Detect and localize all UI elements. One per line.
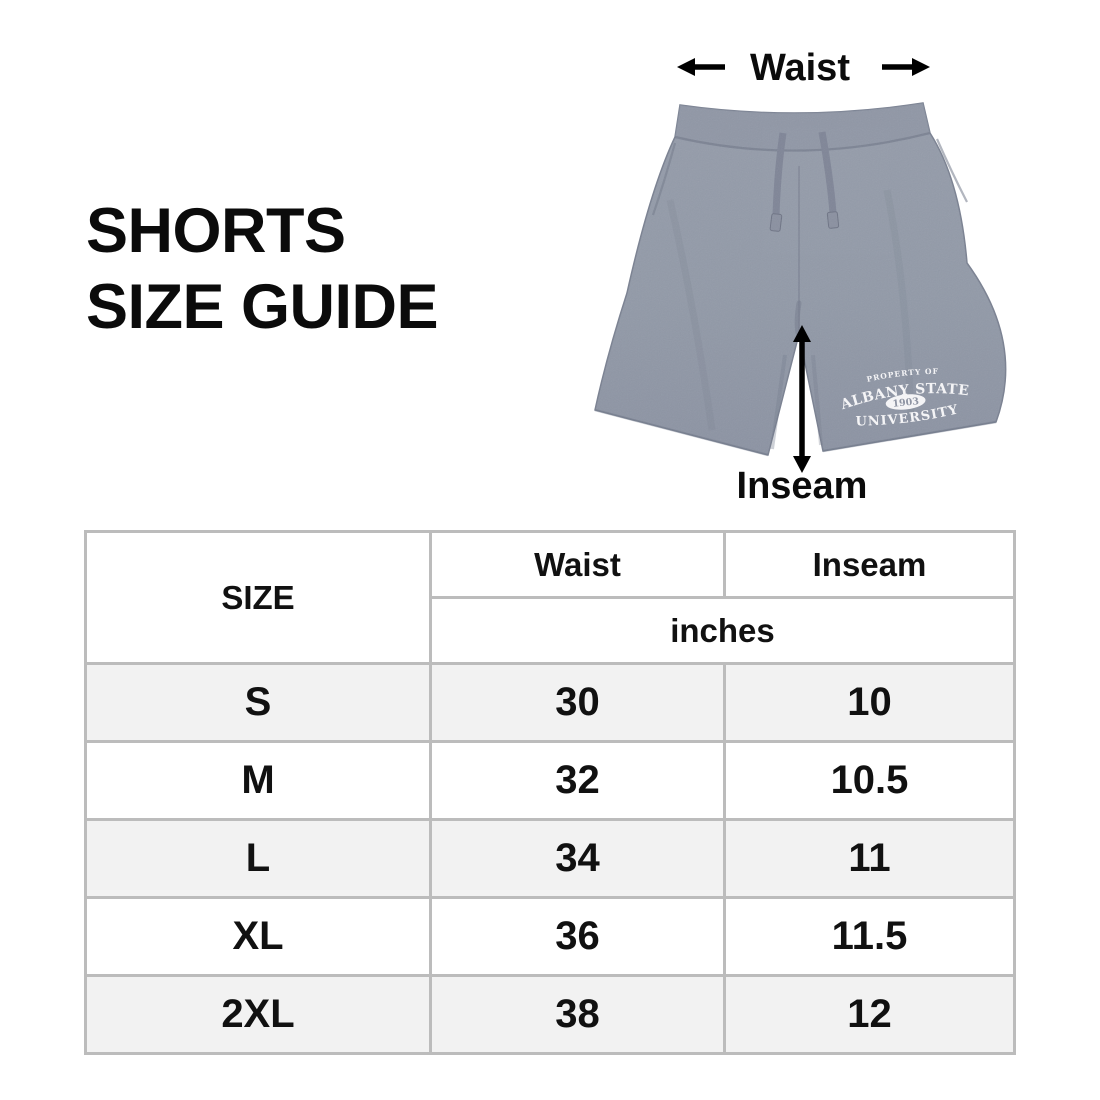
table-row-2xl: 2XL 38 12 <box>84 974 1016 1055</box>
page-title: SHORTS SIZE GUIDE <box>86 193 439 345</box>
waist-value-cell: 36 <box>429 896 726 977</box>
waist-label: Waist <box>750 47 850 89</box>
inseam-column-header: Inseam <box>723 530 1016 599</box>
table-row-m: M 32 10.5 <box>84 740 1016 821</box>
size-column-header: SIZE <box>84 530 432 665</box>
waist-value-cell: 32 <box>429 740 726 821</box>
inseam-value-cell: 11.5 <box>723 896 1016 977</box>
inseam-value-cell: 11 <box>723 818 1016 899</box>
inseam-value-cell: 12 <box>723 974 1016 1055</box>
waist-arrow-right-icon <box>882 58 930 76</box>
page-title-line-1: SHORTS <box>86 196 346 266</box>
pocket-seam-right <box>935 138 968 203</box>
size-cell: S <box>84 662 432 743</box>
print-year: 1903 <box>892 396 919 410</box>
table-row-xl: XL 36 11.5 <box>84 896 1016 977</box>
table-header-row: SIZE Waist Inseam <box>84 530 1016 665</box>
inseam-value-cell: 10 <box>723 662 1016 743</box>
inseam-dimension: Inseam <box>737 325 868 507</box>
inseam-arrow-icon <box>793 325 811 473</box>
size-cell: M <box>84 740 432 821</box>
unit-header: inches <box>429 596 1016 665</box>
inseam-label: Inseam <box>737 465 868 507</box>
size-cell: L <box>84 818 432 899</box>
waist-value-cell: 30 <box>429 662 726 743</box>
table-unit-row: inches <box>86 596 1016 665</box>
inseam-value-cell: 10.5 <box>723 740 1016 821</box>
size-cell: 2XL <box>84 974 432 1055</box>
waist-column-header: Waist <box>429 530 726 599</box>
shorts-graphic: PROPERTY OF ALBANY STATE 1903 UNIVERSITY <box>594 102 1007 457</box>
print-year-badge <box>885 394 926 410</box>
page-title-line-2: SIZE GUIDE <box>86 272 439 342</box>
table-row-l: L 34 11 <box>84 818 1016 899</box>
size-table: SIZE Waist Inseam inches S 30 10 M 32 10… <box>84 530 1016 1055</box>
table-row-s: S 30 10 <box>84 662 1016 743</box>
shorts-diagram: Waist <box>594 47 1007 507</box>
size-cell: XL <box>84 896 432 977</box>
waist-value-cell: 38 <box>429 974 726 1055</box>
waist-arrow-left-icon <box>677 58 725 76</box>
waist-value-cell: 34 <box>429 818 726 899</box>
waist-dimension: Waist <box>677 47 930 89</box>
